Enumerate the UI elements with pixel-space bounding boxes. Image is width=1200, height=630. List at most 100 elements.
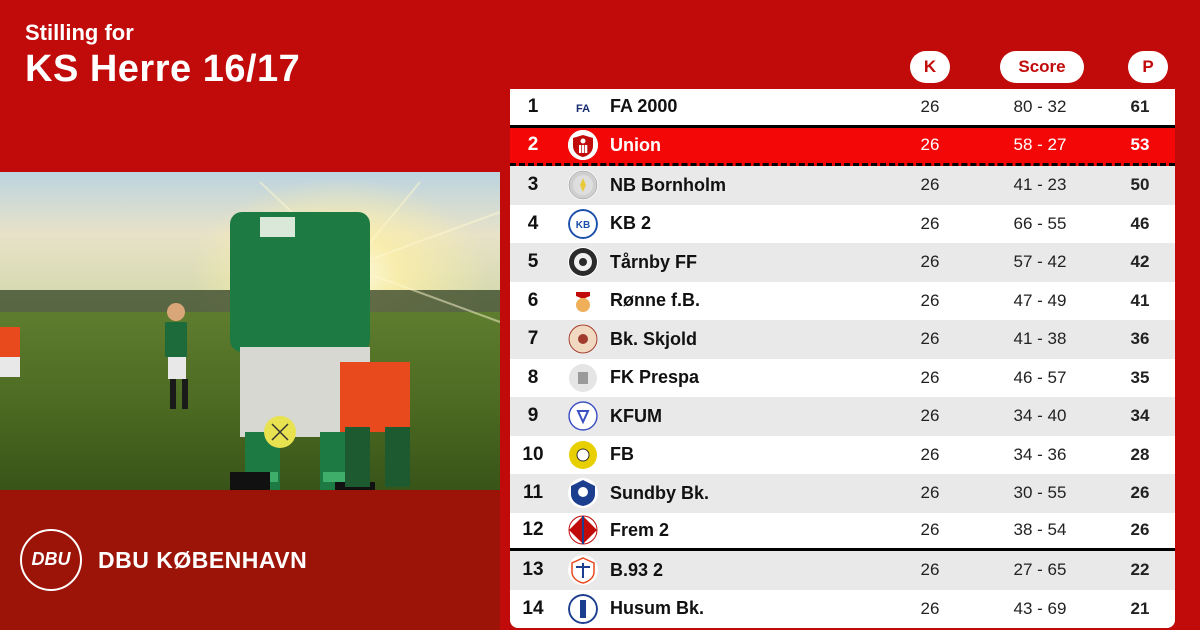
column-header-p: P xyxy=(1128,51,1168,83)
score-cell: 66 - 55 xyxy=(985,214,1095,234)
table-row[interactable]: 3 NB Bornholm 26 41 - 23 50 xyxy=(510,166,1175,205)
p-cell: 26 xyxy=(1110,520,1170,540)
k-cell: 26 xyxy=(910,520,950,540)
k-cell: 26 xyxy=(910,329,950,349)
svg-text:KB: KB xyxy=(576,220,590,231)
team-logo-kfum xyxy=(568,401,598,431)
k-cell: 26 xyxy=(910,599,950,619)
score-cell: 34 - 40 xyxy=(985,406,1095,426)
score-cell: 47 - 49 xyxy=(985,291,1095,311)
score-cell: 27 - 65 xyxy=(985,560,1095,580)
match-photo xyxy=(0,172,500,490)
rank-cell: 1 xyxy=(510,96,556,118)
table-row[interactable]: 1 FA FA 2000 26 80 - 32 61 xyxy=(510,89,1175,128)
team-logo-nbbornholm xyxy=(568,170,598,200)
team-logo-fa2000: FA xyxy=(568,92,598,122)
table-row[interactable]: 8 FK Prespa 26 46 - 57 35 xyxy=(510,359,1175,398)
team-logo-fb xyxy=(568,440,598,470)
header-block: Stilling for KS Herre 16/17 xyxy=(25,20,475,91)
table-row[interactable]: 2 Union 26 58 - 27 53 xyxy=(510,128,1175,167)
k-cell: 26 xyxy=(910,483,950,503)
score-cell: 58 - 27 xyxy=(985,135,1095,155)
team-logo-skjold xyxy=(568,324,598,354)
p-cell: 21 xyxy=(1110,599,1170,619)
rank-cell: 8 xyxy=(510,367,556,389)
p-cell: 22 xyxy=(1110,560,1170,580)
team-logo-frem2 xyxy=(568,515,598,545)
table-row[interactable]: 14 Husum Bk. 26 43 - 69 21 xyxy=(510,590,1175,629)
score-cell: 46 - 57 xyxy=(985,368,1095,388)
p-cell: 61 xyxy=(1110,97,1170,117)
p-cell: 50 xyxy=(1110,175,1170,195)
score-cell: 43 - 69 xyxy=(985,599,1095,619)
standings-screenshot: Stilling for KS Herre 16/17 xyxy=(0,0,1200,630)
footer-strip: DBU DBU KØBENHAVN xyxy=(0,490,500,630)
p-cell: 53 xyxy=(1110,135,1170,155)
team-logo-union xyxy=(568,130,598,160)
table-header-row: K Score P xyxy=(510,45,1175,89)
p-cell: 36 xyxy=(1110,329,1170,349)
k-cell: 26 xyxy=(910,291,950,311)
rank-cell: 7 xyxy=(510,328,556,350)
p-cell: 35 xyxy=(1110,368,1170,388)
score-cell: 80 - 32 xyxy=(985,97,1095,117)
k-cell: 26 xyxy=(910,368,950,388)
rank-cell: 13 xyxy=(510,559,556,581)
p-cell: 41 xyxy=(1110,291,1170,311)
p-cell: 34 xyxy=(1110,406,1170,426)
table-row[interactable]: 13 B.93 2 26 27 - 65 22 xyxy=(510,551,1175,590)
rank-cell: 3 xyxy=(510,174,556,196)
team-logo-kb2: KB xyxy=(568,209,598,239)
table-row[interactable]: 10 FB 26 34 - 36 28 xyxy=(510,436,1175,475)
rank-cell: 12 xyxy=(510,519,556,541)
dbu-logo: DBU xyxy=(20,529,82,591)
k-cell: 26 xyxy=(910,560,950,580)
score-cell: 30 - 55 xyxy=(985,483,1095,503)
column-header-k: K xyxy=(910,51,950,83)
svg-text:FA: FA xyxy=(576,103,590,115)
table-row[interactable]: 5 Tårnby FF 26 57 - 42 42 xyxy=(510,243,1175,282)
rank-cell: 6 xyxy=(510,290,556,312)
standings-table: K Score P 1 FA FA 2000 26 80 - 32 61 2 xyxy=(510,45,1175,630)
team-logo-b93 xyxy=(568,555,598,585)
score-cell: 41 - 38 xyxy=(985,329,1095,349)
rank-cell: 10 xyxy=(510,444,556,466)
organization-name: DBU KØBENHAVN xyxy=(98,547,307,574)
k-cell: 26 xyxy=(910,97,950,117)
left-panel: Stilling for KS Herre 16/17 xyxy=(0,0,500,630)
rank-cell: 11 xyxy=(510,482,556,504)
column-header-score: Score xyxy=(1000,51,1084,83)
table-row[interactable]: 6 Rønne f.B. 26 47 - 49 41 xyxy=(510,282,1175,321)
score-cell: 57 - 42 xyxy=(985,252,1095,272)
rank-cell: 5 xyxy=(510,251,556,273)
k-cell: 26 xyxy=(910,135,950,155)
table-row[interactable]: 9 KFUM 26 34 - 40 34 xyxy=(510,397,1175,436)
rank-cell: 14 xyxy=(510,598,556,620)
p-cell: 42 xyxy=(1110,252,1170,272)
score-cell: 41 - 23 xyxy=(985,175,1095,195)
table-row[interactable]: 11 Sundby Bk. 26 30 - 55 26 xyxy=(510,474,1175,513)
p-cell: 26 xyxy=(1110,483,1170,503)
k-cell: 26 xyxy=(910,214,950,234)
k-cell: 26 xyxy=(910,252,950,272)
k-cell: 26 xyxy=(910,175,950,195)
table-row[interactable]: 4 KB KB 2 26 66 - 55 46 xyxy=(510,205,1175,244)
page-subtitle: Stilling for xyxy=(25,20,475,46)
p-cell: 28 xyxy=(1110,445,1170,465)
table-row[interactable]: 7 Bk. Skjold 26 41 - 38 36 xyxy=(510,320,1175,359)
table-body: 1 FA FA 2000 26 80 - 32 61 2 Union 26 58… xyxy=(510,89,1175,628)
k-cell: 26 xyxy=(910,445,950,465)
p-cell: 46 xyxy=(1110,214,1170,234)
rank-cell: 4 xyxy=(510,213,556,235)
team-logo-sundby xyxy=(568,478,598,508)
score-cell: 38 - 54 xyxy=(985,520,1095,540)
rank-cell: 2 xyxy=(510,134,556,156)
rank-cell: 9 xyxy=(510,405,556,427)
team-logo-husum xyxy=(568,594,598,624)
score-cell: 34 - 36 xyxy=(985,445,1095,465)
team-logo-tarnby xyxy=(568,247,598,277)
table-row[interactable]: 12 Frem 2 26 38 - 54 26 xyxy=(510,513,1175,552)
team-logo-prespa xyxy=(568,363,598,393)
team-logo-ronne xyxy=(568,286,598,316)
k-cell: 26 xyxy=(910,406,950,426)
